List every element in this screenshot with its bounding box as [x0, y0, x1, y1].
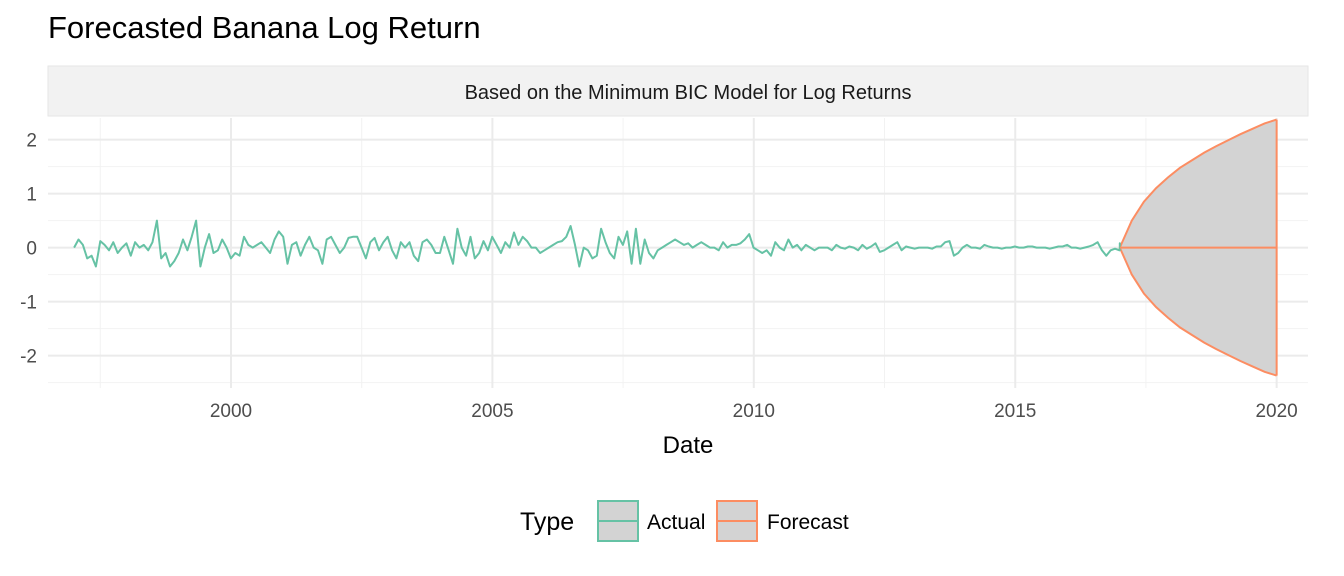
legend-key-forecast — [716, 500, 758, 542]
x-tick-label: 2020 — [1255, 401, 1297, 422]
legend-label-forecast: Forecast — [767, 511, 849, 534]
y-tick-label: 2 — [26, 131, 37, 152]
plot-area: Based on the Minimum BIC Model for Log R… — [20, 65, 1309, 459]
minor-gridlines — [48, 118, 1308, 388]
legend: Type Actual Forecast — [0, 498, 1344, 550]
legend-label-actual: Actual — [647, 511, 706, 534]
x-tick-label: 2010 — [733, 401, 775, 422]
legend-key-line-forecast — [718, 520, 756, 522]
forecast-lower-bound — [1118, 247, 1277, 377]
y-axis-ticks: -2 -1 0 1 2 — [20, 131, 37, 368]
x-tick-label: 2000 — [210, 401, 252, 422]
strip-label: Based on the Minimum BIC Model for Log R… — [465, 82, 912, 104]
x-tick-label: 2015 — [994, 401, 1036, 422]
y-tick-label: -2 — [20, 347, 37, 368]
chart-title: Forecasted Banana Log Return — [48, 10, 481, 45]
series-layer — [73, 118, 1278, 377]
x-axis-title: Date — [663, 432, 714, 459]
legend-key-line-actual — [599, 520, 637, 522]
x-axis-ticks: 2000 2005 2010 2015 2020 — [210, 401, 1298, 422]
series-line-actual — [73, 219, 1121, 268]
legend-key-actual — [597, 500, 639, 542]
strip-background — [47, 65, 1309, 117]
y-tick-label: 1 — [26, 185, 37, 206]
x-tick-label: 2005 — [471, 401, 513, 422]
y-tick-label: 0 — [26, 239, 37, 260]
y-tick-label: -1 — [20, 293, 37, 314]
legend-title: Type — [520, 508, 575, 536]
forecast-upper-bound — [1118, 118, 1277, 249]
